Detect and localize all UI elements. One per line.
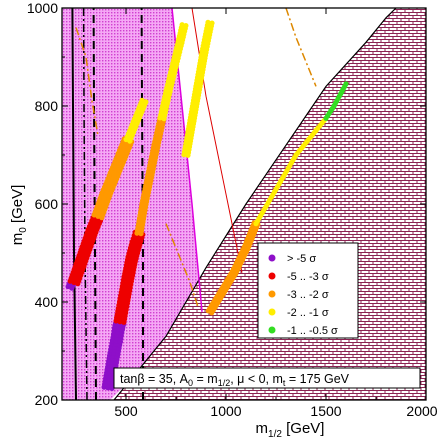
series-4: [323, 81, 349, 121]
legend-label: -2 .. -1 σ: [287, 307, 329, 319]
data-point: [209, 20, 215, 26]
x-axis-title-subscript: 1/2: [268, 429, 282, 440]
series-1: [67, 212, 146, 325]
contour-line-2: [92, 8, 97, 400]
legend-marker: [268, 290, 276, 298]
contour-line-8: [285, 8, 317, 87]
annotation-sub-mt: t: [283, 378, 286, 388]
legend-item: -1 .. -0.5 σ: [268, 325, 338, 337]
contour-line-1: [82, 8, 88, 400]
legend-item: > -5 σ: [268, 253, 316, 265]
legend-item: -3 .. -2 σ: [268, 289, 329, 301]
contour-line-0: [71, 8, 77, 400]
data-point: [205, 19, 211, 25]
annotation-box: [113, 367, 421, 389]
legend-marker: [268, 254, 276, 262]
legend-label: > -5 σ: [287, 253, 316, 265]
legend: > -5 σ -5 .. -3 σ -3 .. -2 σ -2 .. -1 σ -1 .…: [257, 242, 359, 339]
legend-marker: [268, 272, 276, 280]
x-tick-label: 2000: [406, 403, 437, 419]
y-tick-label: 400: [35, 294, 59, 310]
x-tick-label: 500: [114, 403, 138, 419]
data-point: [343, 81, 349, 87]
contour-line-7: [165, 223, 199, 308]
y-axis-title-subscript: 0: [18, 227, 29, 233]
contour-line-6: [75, 27, 99, 136]
legend-label: -5 .. -3 σ: [287, 271, 329, 283]
legend-item: -2 .. -1 σ: [268, 307, 329, 319]
data-point: [143, 99, 149, 105]
y-axis-title: m0 [GeV]: [9, 185, 29, 246]
legend-label: -3 .. -2 σ: [287, 289, 329, 301]
y-axis-title-unit: [GeV]: [9, 185, 26, 228]
x-axis-title-unit: [GeV]: [282, 420, 325, 437]
y-tick-label: 1000: [27, 0, 58, 16]
y-tick-label: 800: [35, 98, 59, 114]
y-tick-label: 600: [35, 196, 59, 212]
legend-items: > -5 σ -5 .. -3 σ -3 .. -2 σ -2 .. -1 σ -1 .…: [268, 253, 338, 337]
legend-item: -5 .. -3 σ: [268, 271, 329, 283]
series-2: [91, 115, 261, 316]
legend-label: -1 .. -0.5 σ: [287, 325, 338, 337]
annotation-text: tanβ = 35, A0 = m1/2, μ < 0, mt = 175 Ge…: [120, 372, 350, 388]
legend-marker: [268, 326, 276, 334]
excluded-boundary: [113, 8, 397, 400]
legend-marker: [268, 308, 276, 316]
annotation-sub-m12: 1/2: [218, 378, 231, 388]
y-tick-label: 200: [35, 392, 59, 408]
annotation-sub-a0: 0: [188, 378, 193, 388]
contour-line-3: [140, 8, 144, 400]
x-tick-label: 1500: [310, 403, 341, 419]
x-axis-title: m1/2 [GeV]: [256, 420, 325, 440]
parameter-annotation: tanβ = 35, A0 = m1/2, μ < 0, mt = 175 Ge…: [113, 367, 421, 389]
axis-ticks: 500 1000 1500 2000 200 400 600 800 1000: [27, 0, 438, 419]
contour-line-5: [191, 8, 243, 273]
x-tick-label: 1000: [210, 403, 241, 419]
data-point: [183, 23, 189, 29]
